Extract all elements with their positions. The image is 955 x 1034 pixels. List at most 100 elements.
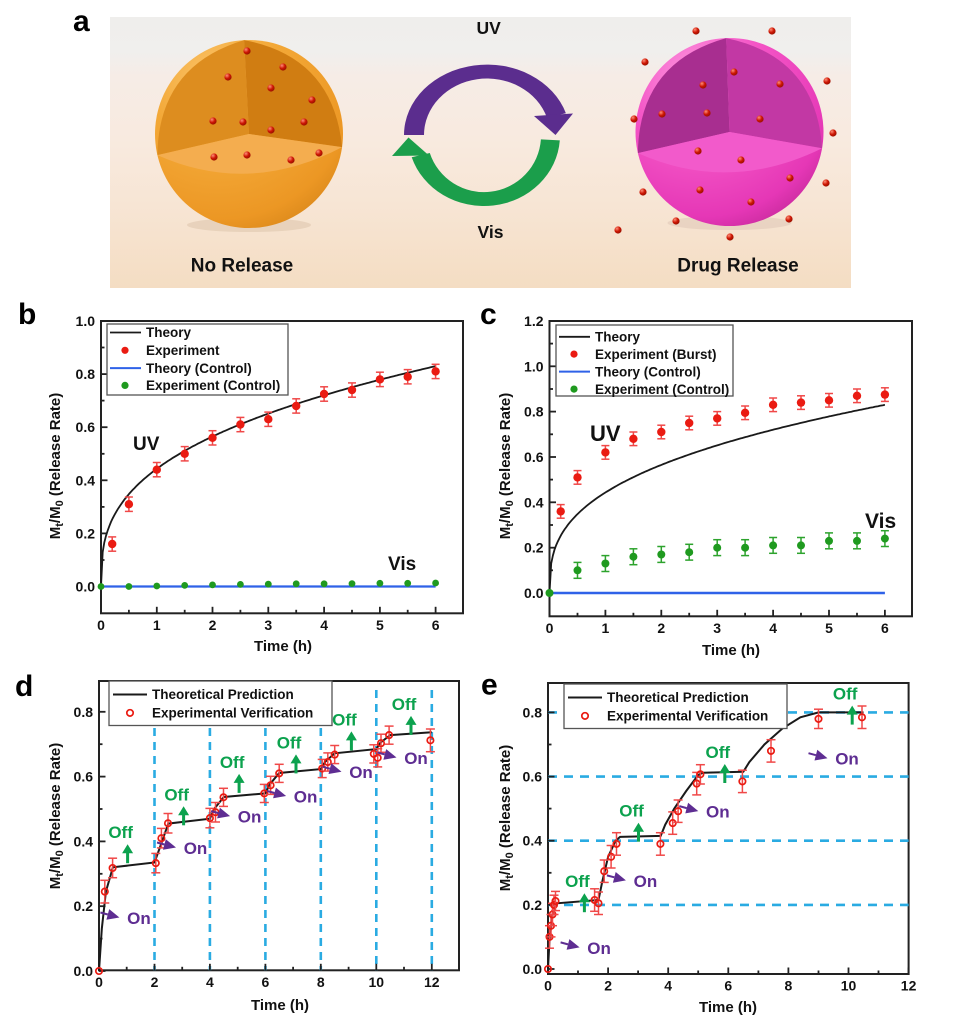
svg-text:Vis: Vis <box>865 510 896 533</box>
svg-text:On: On <box>184 839 208 858</box>
svg-text:6: 6 <box>262 974 270 990</box>
svg-text:Off: Off <box>332 710 357 729</box>
svg-text:4: 4 <box>206 974 214 990</box>
svg-text:0.8: 0.8 <box>523 704 543 720</box>
svg-text:0.6: 0.6 <box>74 769 94 785</box>
svg-text:8: 8 <box>317 974 325 990</box>
svg-text:Off: Off <box>706 743 731 762</box>
svg-text:e: e <box>481 669 498 702</box>
svg-text:Theory (Control): Theory (Control) <box>595 364 701 379</box>
svg-text:Off: Off <box>392 695 417 714</box>
svg-text:Mt/M0 (Release Rate): Mt/M0 (Release Rate) <box>497 393 516 540</box>
svg-text:0.4: 0.4 <box>74 833 94 849</box>
svg-text:1.0: 1.0 <box>524 358 544 374</box>
svg-text:6: 6 <box>881 620 889 636</box>
svg-text:c: c <box>480 298 497 331</box>
svg-text:On: On <box>349 763 373 782</box>
svg-text:Theory (Control): Theory (Control) <box>146 361 252 376</box>
svg-text:Theory: Theory <box>595 330 641 345</box>
svg-text:Time (h): Time (h) <box>702 642 760 659</box>
svg-text:6: 6 <box>432 617 440 633</box>
svg-text:Off: Off <box>277 733 302 752</box>
svg-text:6: 6 <box>724 978 732 994</box>
svg-text:Off: Off <box>565 872 590 891</box>
svg-text:On: On <box>294 788 318 807</box>
svg-text:0: 0 <box>546 620 554 636</box>
svg-text:On: On <box>587 939 611 958</box>
svg-text:On: On <box>404 749 428 768</box>
svg-text:Mt/M0 (Release Rate): Mt/M0 (Release Rate) <box>47 393 66 540</box>
svg-text:0.0: 0.0 <box>523 961 543 977</box>
svg-text:Off: Off <box>833 685 858 704</box>
svg-text:Theoretical Prediction: Theoretical Prediction <box>607 690 749 705</box>
svg-text:4: 4 <box>769 620 777 636</box>
svg-text:4: 4 <box>664 978 672 994</box>
svg-text:Time (h): Time (h) <box>699 999 757 1016</box>
svg-text:Off: Off <box>108 823 133 842</box>
svg-text:12: 12 <box>424 974 440 990</box>
svg-text:12: 12 <box>901 978 917 994</box>
svg-text:0.4: 0.4 <box>523 833 543 849</box>
svg-text:0.2: 0.2 <box>523 897 543 913</box>
svg-text:0.8: 0.8 <box>524 404 544 420</box>
svg-text:1: 1 <box>153 617 161 633</box>
svg-text:On: On <box>634 872 658 891</box>
svg-text:Experiment (Control): Experiment (Control) <box>595 382 729 397</box>
svg-text:Time (h): Time (h) <box>254 638 312 655</box>
svg-text:2: 2 <box>151 974 159 990</box>
svg-text:a: a <box>73 5 90 38</box>
svg-text:1.2: 1.2 <box>524 313 544 329</box>
svg-text:Mt/M0 (Release Rate): Mt/M0 (Release Rate) <box>497 745 516 892</box>
svg-text:5: 5 <box>376 617 384 633</box>
svg-text:0.8: 0.8 <box>76 366 96 382</box>
svg-text:1: 1 <box>602 620 610 636</box>
svg-text:0: 0 <box>95 974 103 990</box>
svg-text:5: 5 <box>825 620 833 636</box>
svg-text:No Release: No Release <box>191 256 293 277</box>
svg-text:0.6: 0.6 <box>523 769 543 785</box>
svg-text:UV: UV <box>133 434 160 455</box>
svg-text:Mt/M0 (Release Rate): Mt/M0 (Release Rate) <box>47 743 66 890</box>
svg-text:3: 3 <box>264 617 272 633</box>
svg-text:0.2: 0.2 <box>524 540 544 556</box>
svg-text:On: On <box>835 750 859 769</box>
svg-text:0.2: 0.2 <box>76 525 96 541</box>
svg-text:0.4: 0.4 <box>524 494 544 510</box>
svg-text:On: On <box>238 808 262 827</box>
svg-text:UV: UV <box>590 421 621 446</box>
svg-text:0: 0 <box>97 617 105 633</box>
svg-text:0.4: 0.4 <box>76 472 96 488</box>
svg-text:10: 10 <box>841 978 857 994</box>
svg-text:On: On <box>706 803 730 822</box>
svg-text:Experiment (Burst): Experiment (Burst) <box>595 347 717 362</box>
svg-text:Experiment: Experiment <box>146 343 220 358</box>
svg-text:b: b <box>18 298 36 331</box>
svg-text:3: 3 <box>713 620 721 636</box>
svg-text:0.2: 0.2 <box>74 898 94 914</box>
svg-text:Off: Off <box>220 753 245 772</box>
svg-text:Off: Off <box>619 802 644 821</box>
svg-text:Vis: Vis <box>388 554 416 575</box>
svg-text:Time (h): Time (h) <box>251 997 309 1014</box>
svg-text:Experiment (Control): Experiment (Control) <box>146 378 280 393</box>
svg-text:0.6: 0.6 <box>76 419 96 435</box>
svg-text:Experimental Verification: Experimental Verification <box>607 709 768 724</box>
svg-text:2: 2 <box>209 617 217 633</box>
svg-text:Theoretical Prediction: Theoretical Prediction <box>152 687 294 702</box>
svg-text:0: 0 <box>544 978 552 994</box>
svg-text:0.0: 0.0 <box>524 585 544 601</box>
svg-text:1.0: 1.0 <box>76 313 96 329</box>
svg-text:0.0: 0.0 <box>74 963 94 979</box>
svg-text:2: 2 <box>604 978 612 994</box>
svg-text:8: 8 <box>785 978 793 994</box>
svg-text:10: 10 <box>369 974 385 990</box>
svg-text:Drug Release: Drug Release <box>677 256 798 277</box>
svg-text:4: 4 <box>320 617 328 633</box>
svg-text:d: d <box>15 670 33 703</box>
svg-text:0.6: 0.6 <box>524 449 544 465</box>
svg-text:Experimental Verification: Experimental Verification <box>152 706 313 721</box>
svg-text:0.0: 0.0 <box>76 579 96 595</box>
svg-text:UV: UV <box>477 18 502 38</box>
svg-text:Vis: Vis <box>478 222 504 242</box>
svg-text:Off: Off <box>164 785 189 804</box>
